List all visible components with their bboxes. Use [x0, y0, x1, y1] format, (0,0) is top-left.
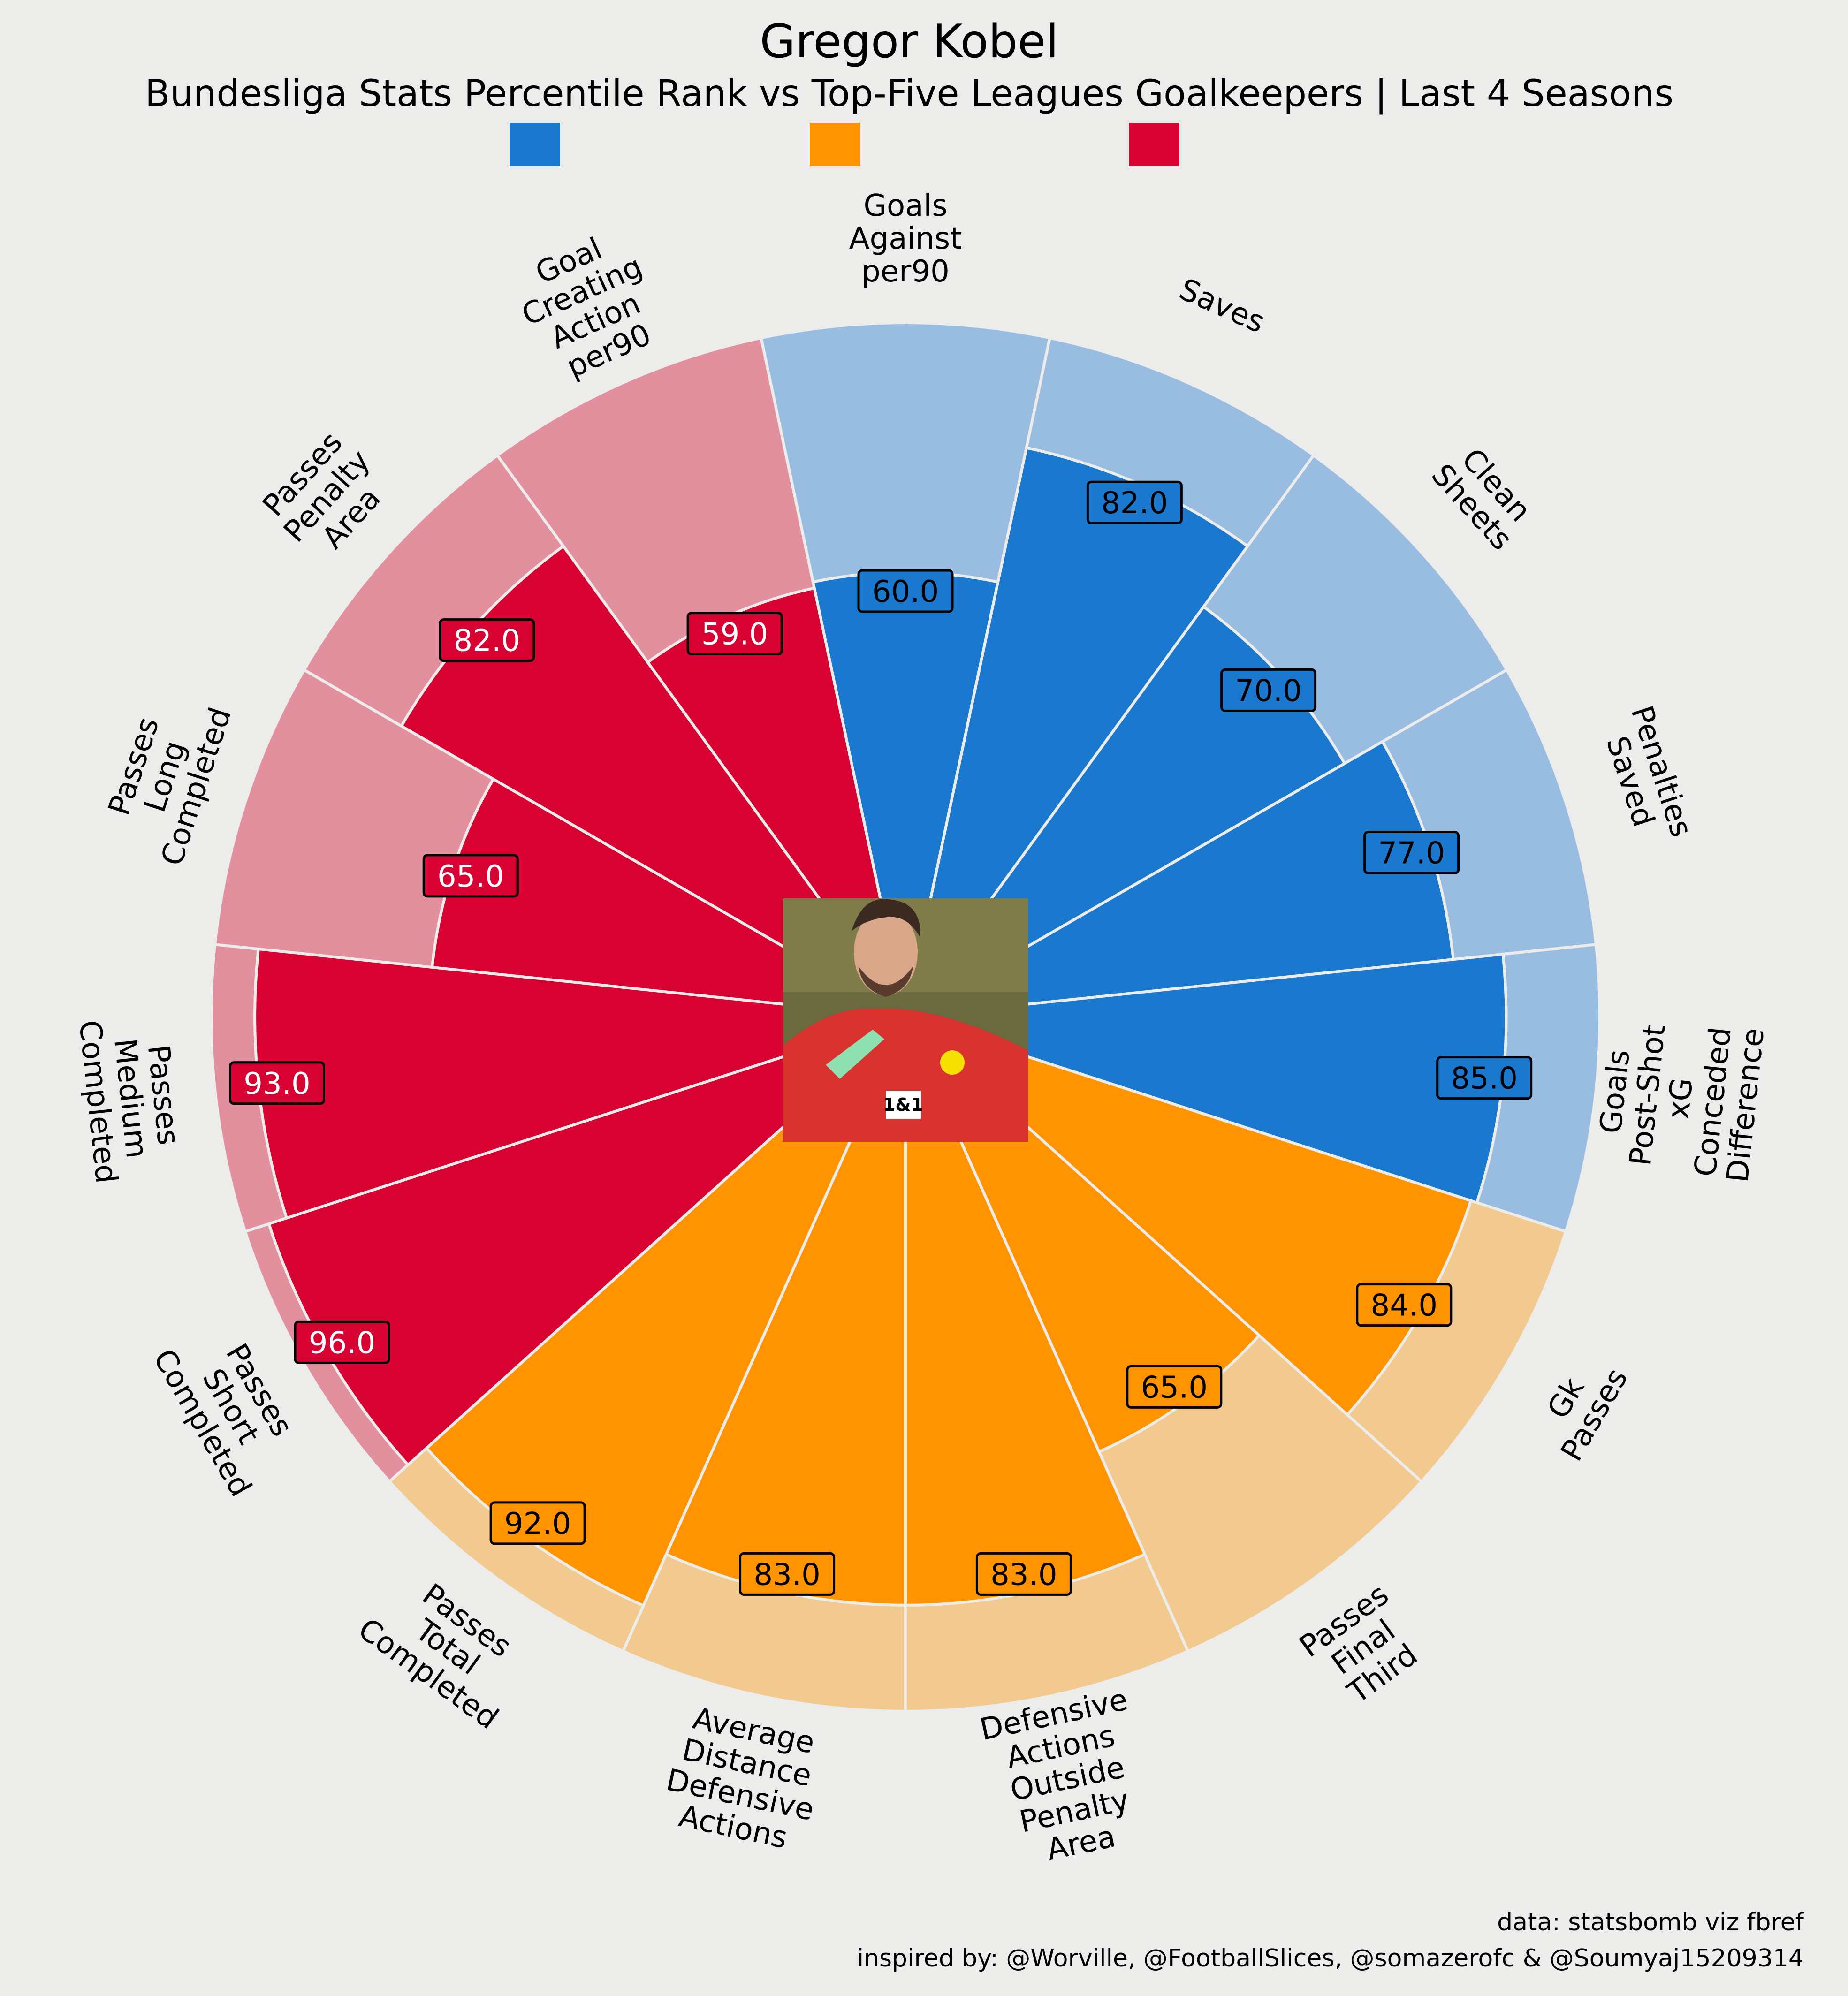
value-label: 60.0: [857, 569, 954, 613]
value-label: 65.0: [422, 854, 519, 898]
svg-text:70.0: 70.0: [1235, 674, 1302, 708]
value-label: 93.0: [228, 1061, 325, 1105]
legend-swatch: [510, 123, 560, 166]
svg-text:82.0: 82.0: [1101, 486, 1168, 521]
parameter-label: Goals Against per90: [849, 189, 962, 289]
chart-subtitle: Bundesliga Stats Percentile Rank vs Top-…: [145, 73, 1673, 115]
parameter-label: DefensiveActionsOutsidePenaltyArea: [977, 1682, 1158, 1876]
value-labels: 60.0 82.0 70.0 77.0 85.0 84.0 65.0 83.0 83.0 92.0…: [228, 480, 1533, 1596]
legend: [510, 123, 1179, 166]
svg-text:83.0: 83.0: [753, 1557, 821, 1592]
value-label: 85.0: [1436, 1056, 1533, 1100]
value-label: 84.0: [1356, 1283, 1453, 1327]
value-label: 92.0: [489, 1501, 586, 1545]
player-photo: 1&1: [783, 898, 1028, 1142]
svg-text:65.0: 65.0: [437, 859, 504, 894]
svg-text:85.0: 85.0: [1451, 1062, 1518, 1096]
legend-swatch: [1129, 123, 1179, 166]
credit-data-source: data: statsbomb viz fbref: [1497, 1908, 1805, 1936]
parameter-label: GoalsPost-ShotxGConcededDifference: [1590, 1013, 1772, 1184]
value-label: 82.0: [1086, 480, 1183, 524]
svg-text:65.0: 65.0: [1141, 1370, 1208, 1405]
legend-swatch: [810, 123, 860, 166]
value-label: 59.0: [686, 612, 783, 656]
value-label: 83.0: [975, 1552, 1072, 1596]
svg-text:60.0: 60.0: [872, 575, 939, 609]
svg-text:92.0: 92.0: [504, 1507, 571, 1541]
svg-text:59.0: 59.0: [701, 617, 768, 652]
svg-text:93.0: 93.0: [243, 1067, 311, 1101]
value-label: 96.0: [294, 1320, 390, 1364]
value-label: 77.0: [1363, 831, 1460, 875]
svg-text:77.0: 77.0: [1378, 836, 1445, 871]
value-label: 83.0: [739, 1552, 836, 1596]
value-label: 65.0: [1126, 1365, 1223, 1409]
value-label: 82.0: [439, 618, 535, 662]
svg-text:96.0: 96.0: [309, 1326, 376, 1360]
svg-text:84.0: 84.0: [1371, 1289, 1438, 1323]
chart-title: Gregor Kobel: [760, 15, 1058, 68]
value-label: 70.0: [1220, 668, 1317, 712]
credit-inspired-by: inspired by: @Worville, @FootballSlices,…: [857, 1944, 1804, 1973]
svg-text:82.0: 82.0: [454, 624, 521, 659]
parameter-label: AverageDistanceDefensiveActions: [656, 1699, 831, 1860]
svg-text:83.0: 83.0: [990, 1557, 1057, 1592]
svg-text:1&1: 1&1: [883, 1094, 923, 1115]
